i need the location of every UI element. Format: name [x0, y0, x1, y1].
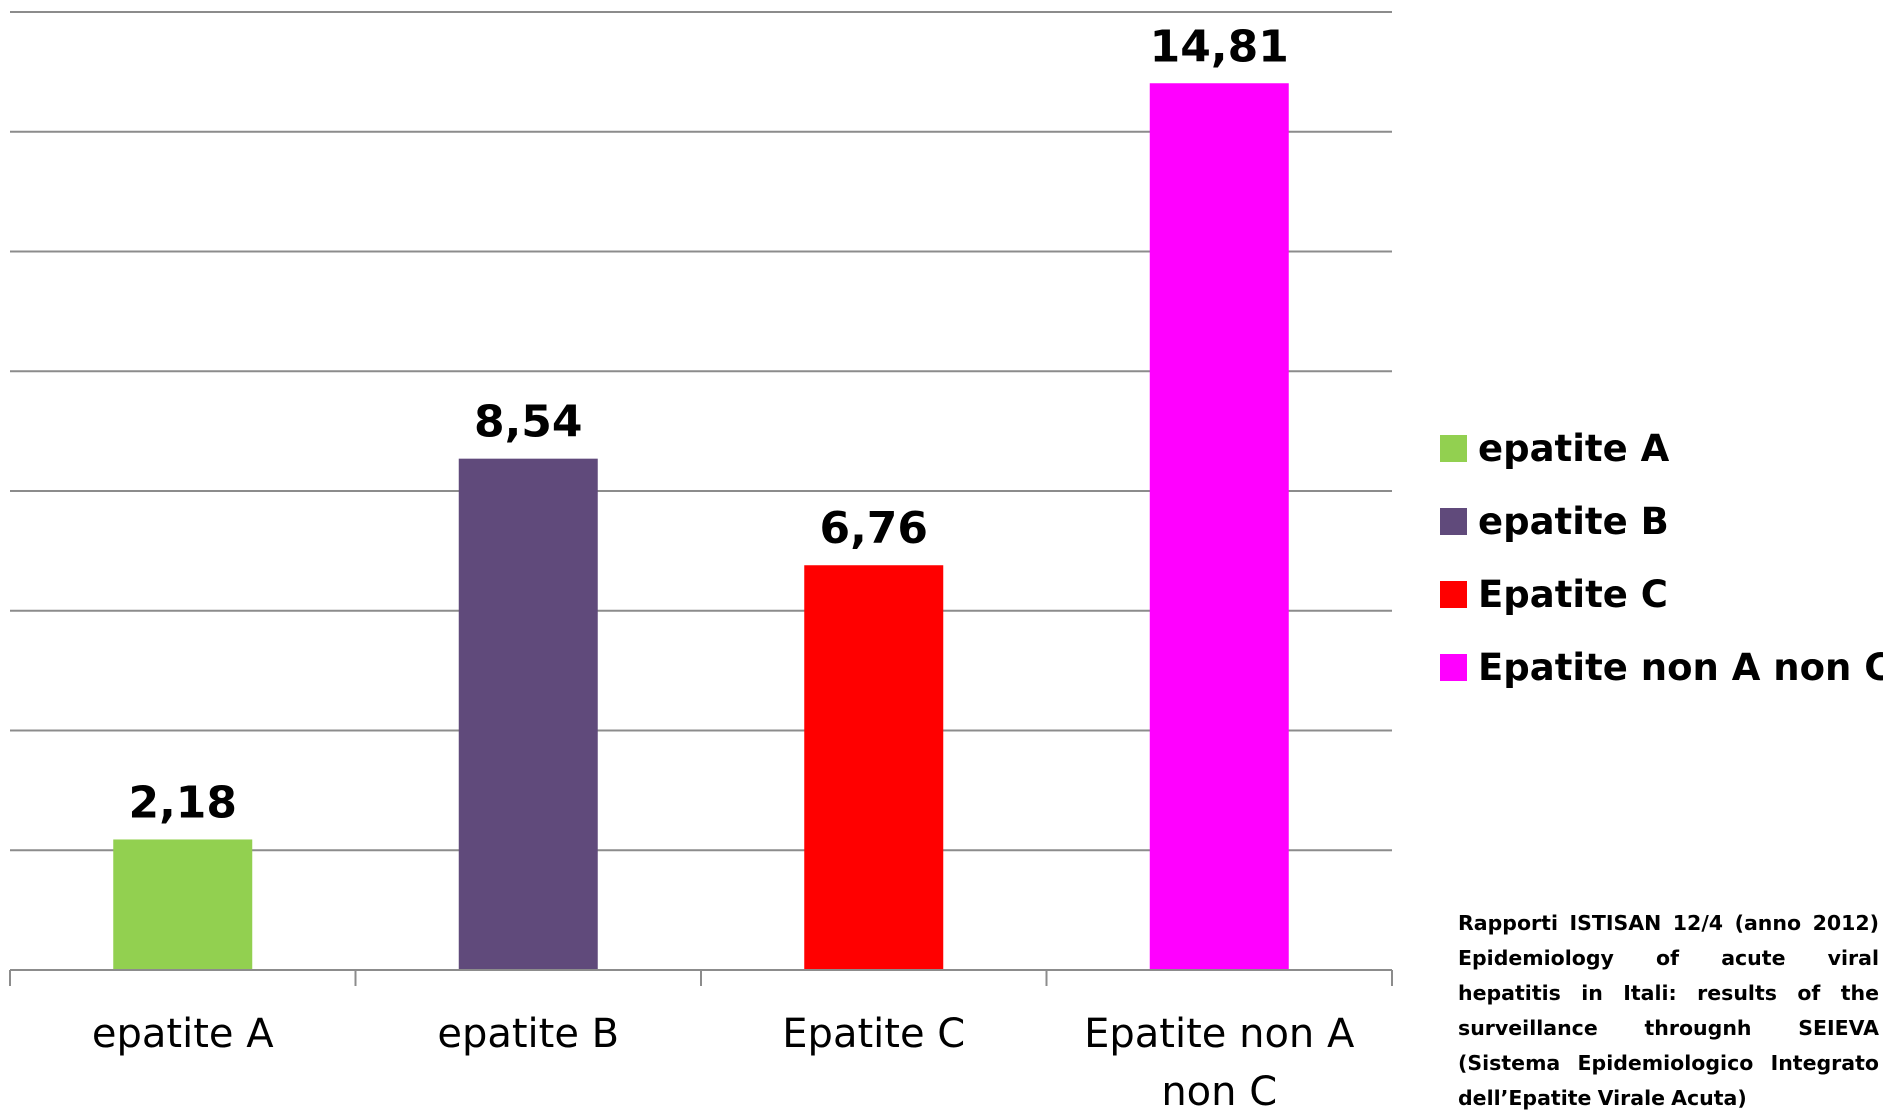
data-label: 2,18	[128, 777, 237, 828]
source-note: Rapporti ISTISAN 12/4 (anno 2012) Epidem…	[1458, 911, 1879, 1110]
legend-item-epatite-c: Epatite C	[1440, 571, 1883, 618]
category-label: Epatite C	[782, 1011, 965, 1057]
legend-label: Epatite C	[1478, 573, 1668, 616]
bars	[113, 83, 1289, 971]
legend-swatch	[1440, 508, 1467, 535]
gridlines	[10, 11, 1392, 852]
legend: epatite A epatite B Epatite C Epatite no…	[1440, 425, 1883, 691]
x-axis	[9, 969, 1393, 986]
legend-swatch	[1440, 654, 1467, 681]
legend-swatch	[1440, 435, 1467, 462]
data-label: 14,81	[1150, 21, 1289, 72]
category-label: epatite B	[437, 1011, 619, 1057]
bar-2	[458, 458, 598, 970]
category-label: epatite A	[92, 1011, 274, 1057]
legend-item-epatite-a: epatite A	[1440, 425, 1883, 472]
data-labels: 2,18 8,54 6,76 14,81	[128, 21, 1288, 828]
bar-1	[113, 839, 253, 970]
data-label: 6,76	[819, 503, 928, 554]
legend-item-epatite-b: epatite B	[1440, 498, 1883, 545]
legend-label: epatite B	[1478, 500, 1669, 543]
bar-3	[804, 565, 944, 970]
category-labels: epatite A epatite B Epatite C Epatite non A…	[92, 1011, 1355, 1110]
data-label: 8,54	[474, 397, 583, 448]
bar-4	[1149, 83, 1289, 971]
legend-item-epatite-non-a-non-c: Epatite non A non C	[1440, 644, 1883, 691]
legend-swatch	[1440, 581, 1467, 608]
legend-label: Epatite non A non C	[1478, 646, 1883, 689]
legend-label: epatite A	[1478, 427, 1670, 470]
